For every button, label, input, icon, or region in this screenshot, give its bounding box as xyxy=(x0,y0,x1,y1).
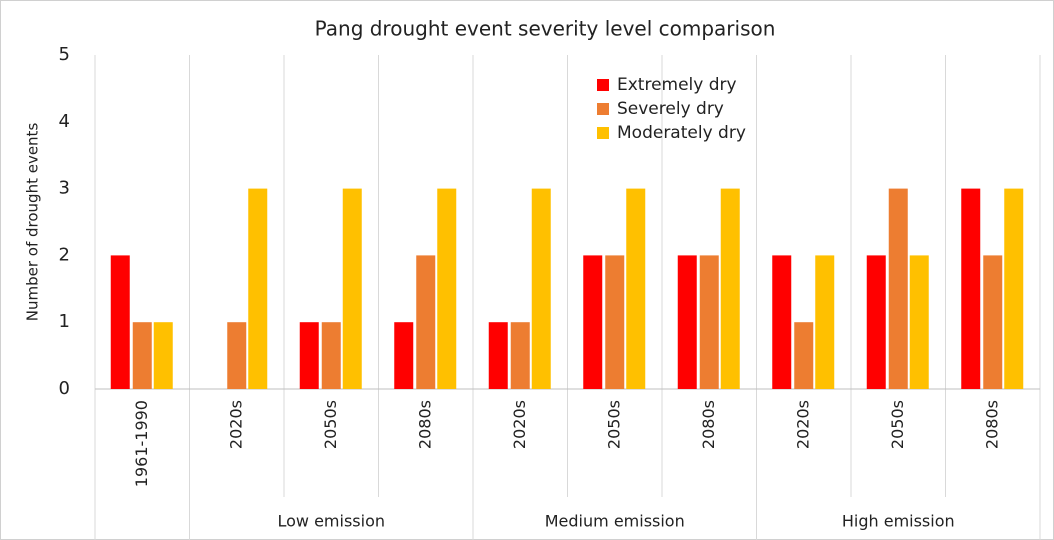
x-tick-label: 2080s xyxy=(415,400,434,449)
chart-title: Pang drought event severity level compar… xyxy=(315,17,776,41)
bar xyxy=(961,188,981,389)
group-label: Medium emission xyxy=(545,512,685,531)
bar xyxy=(815,255,835,389)
bar xyxy=(794,322,814,389)
x-tick-label: 2080s xyxy=(982,400,1001,449)
bar xyxy=(720,188,740,389)
y-tick-label: 1 xyxy=(59,311,70,332)
x-tick-label: 2050s xyxy=(888,400,907,449)
x-tick-label: 2020s xyxy=(510,400,529,449)
bar xyxy=(605,255,625,389)
x-tick-label: 2020s xyxy=(793,400,812,449)
legend-label: Severely dry xyxy=(617,99,724,119)
bar xyxy=(342,188,362,389)
bar xyxy=(772,255,792,389)
y-tick-label: 2 xyxy=(59,244,70,265)
legend-label: Extremely dry xyxy=(617,75,737,95)
bar xyxy=(583,255,603,389)
bar xyxy=(1004,188,1024,389)
legend-swatch xyxy=(597,127,609,139)
group-label: High emission xyxy=(842,512,955,531)
y-tick-label: 5 xyxy=(59,44,70,65)
bar xyxy=(626,188,646,389)
y-tick-label: 4 xyxy=(59,111,70,132)
bar xyxy=(677,255,697,389)
bar xyxy=(416,255,436,389)
bar xyxy=(132,322,152,389)
bar xyxy=(321,322,341,389)
bar xyxy=(488,322,508,389)
bar xyxy=(888,188,908,389)
x-tick-label: 2050s xyxy=(321,400,340,449)
bar xyxy=(699,255,719,389)
bar xyxy=(110,255,130,389)
legend-label: Moderately dry xyxy=(617,123,746,143)
bar xyxy=(299,322,319,389)
x-tick-label: 1961-1990 xyxy=(132,400,151,487)
bar xyxy=(227,322,247,389)
bar xyxy=(394,322,414,389)
bar xyxy=(866,255,886,389)
bar xyxy=(510,322,530,389)
bar xyxy=(909,255,929,389)
bar xyxy=(437,188,457,389)
bar xyxy=(248,188,268,389)
bar xyxy=(153,322,173,389)
x-tick-label: 2050s xyxy=(604,400,623,449)
y-axis-label: Number of drought events xyxy=(24,123,42,322)
y-tick-label: 0 xyxy=(59,378,70,399)
x-tick-label: 2020s xyxy=(226,400,245,449)
legend-swatch xyxy=(597,103,609,115)
group-label: Low emission xyxy=(277,512,385,531)
legend-swatch xyxy=(597,79,609,91)
bar xyxy=(983,255,1003,389)
y-tick-label: 3 xyxy=(59,178,70,199)
x-tick-label: 2080s xyxy=(699,400,718,449)
bar xyxy=(531,188,551,389)
